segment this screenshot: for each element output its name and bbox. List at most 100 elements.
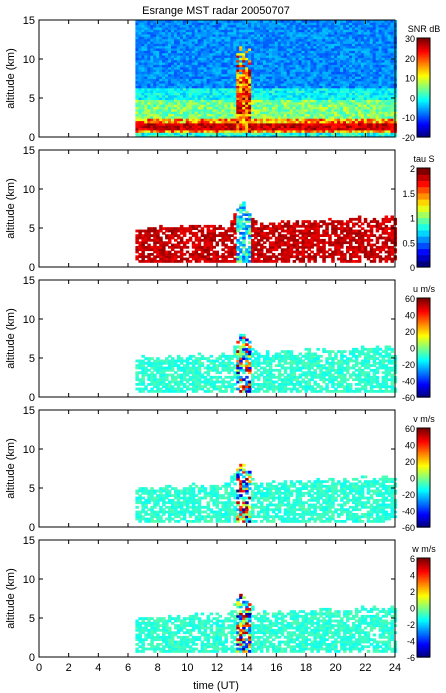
y-tick-label: 15 <box>23 15 35 27</box>
y-axis-label: altitude (km) <box>5 178 17 239</box>
y-tick-label: 10 <box>23 54 35 66</box>
x-tick-label: 4 <box>95 662 101 674</box>
y-axis-label: altitude (km) <box>5 48 17 109</box>
panel-1: 0 5 10 15 altitude (km) 30 20 10 0 -10 -20 SNR dB <box>5 15 440 144</box>
panel-2: 0 5 10 15 altitude (km) 2 1.5 1 0.5 0 tau S <box>5 145 435 274</box>
panel-4: 0 5 10 15 altitude (km) 60 40 20 0 -20 -40 -60 v m/s <box>5 405 435 534</box>
y-tick-label: 5 <box>29 483 35 495</box>
colorbar-tick-label: 20 <box>405 457 415 467</box>
colorbar-tick-label: 0 <box>410 474 415 484</box>
colorbar-frame <box>416 297 431 398</box>
colorbar-label: v m/s <box>413 414 435 424</box>
x-tick-label: 8 <box>155 662 161 674</box>
y-tick-label: 15 <box>23 405 35 417</box>
colorbar-tick-label: -20 <box>402 133 415 143</box>
chart-title: Esrange MST radar 20050707 <box>142 5 290 17</box>
colorbar-tick-label: -40 <box>402 507 415 517</box>
y-axis-label: altitude (km) <box>5 438 17 499</box>
y-tick-label: 15 <box>23 145 35 157</box>
colorbar-label: tau S <box>413 154 434 164</box>
y-tick-label: 10 <box>23 184 35 196</box>
y-tick-label: 0 <box>29 392 35 404</box>
colorbar-tick-label: -6 <box>407 653 415 663</box>
y-tick-label: 10 <box>23 444 35 456</box>
x-tick-label: 16 <box>270 662 282 674</box>
colorbar-tick-label: 4 <box>410 571 415 581</box>
colorbar-tick-label: 40 <box>405 311 415 321</box>
colorbar-tick-label: 2 <box>410 587 415 597</box>
y-axis-label: altitude (km) <box>5 568 17 629</box>
echo-field <box>135 593 397 653</box>
colorbar-tick-label: -20 <box>402 360 415 370</box>
y-tick-label: 10 <box>23 314 35 326</box>
x-tick-label: 20 <box>330 662 342 674</box>
y-tick-label: 5 <box>29 93 35 105</box>
colorbar-3: 60 40 20 0 -20 -40 -60 u m/s <box>402 284 436 403</box>
y-tick-label: 10 <box>23 574 35 586</box>
echo-field <box>135 20 397 138</box>
colorbar-tick-label: -40 <box>402 377 415 387</box>
panel-3: 0 5 10 15 altitude (km) 60 40 20 0 -20 -40 -60 u m/s <box>5 275 435 404</box>
y-tick-label: 0 <box>29 522 35 534</box>
plot-area <box>39 150 395 267</box>
colorbar-1: 30 20 10 0 -10 -20 SNR dB <box>402 24 440 143</box>
colorbar-label: u m/s <box>413 284 436 294</box>
colorbar-tick-label: 1 <box>410 214 415 224</box>
colorbar-tick-label: 20 <box>405 54 415 64</box>
colorbar-frame <box>416 167 431 268</box>
y-tick-label: 5 <box>29 353 35 365</box>
colorbar-tick-label: 0 <box>410 93 415 103</box>
x-tick-label: 6 <box>125 662 131 674</box>
colorbar-tick-label: 0 <box>410 604 415 614</box>
echo-field <box>135 201 397 263</box>
colorbar-5: 6 4 2 0 -2 -4 -6 w m/s <box>407 544 436 663</box>
y-tick-label: 5 <box>29 613 35 625</box>
echo-field <box>135 333 397 393</box>
colorbar-tick-label: 1.5 <box>402 189 415 199</box>
y-tick-label: 0 <box>29 652 35 664</box>
colorbar-label: w m/s <box>411 544 436 554</box>
echo-field <box>135 463 397 523</box>
x-tick-label: 18 <box>300 662 312 674</box>
x-tick-label: 14 <box>241 662 253 674</box>
x-tick-label: 12 <box>211 662 223 674</box>
x-tick-label: 0 <box>36 662 42 674</box>
y-tick-label: 15 <box>23 535 35 547</box>
colorbar-frame <box>416 557 431 658</box>
colorbar-tick-label: 60 <box>405 294 415 304</box>
colorbar-label: SNR dB <box>408 24 441 34</box>
x-tick-label: 22 <box>359 662 371 674</box>
x-tick-label: 24 <box>389 662 401 674</box>
colorbar-tick-label: -2 <box>407 620 415 630</box>
colorbar-tick-label: 10 <box>405 74 415 84</box>
colorbar-tick-label: 0 <box>410 263 415 273</box>
colorbar-tick-label: 0.5 <box>402 238 415 248</box>
y-tick-label: 5 <box>29 223 35 235</box>
colorbar-tick-label: -4 <box>407 637 415 647</box>
colorbar-2: 2 1.5 1 0.5 0 tau S <box>402 154 434 273</box>
y-axis-label: altitude (km) <box>5 308 17 369</box>
colorbar-tick-label: -10 <box>402 113 415 123</box>
x-tick-label: 2 <box>66 662 72 674</box>
colorbar-tick-label: -20 <box>402 490 415 500</box>
colorbar-tick-label: 20 <box>405 327 415 337</box>
colorbar-tick-label: 30 <box>405 34 415 44</box>
y-tick-label: 15 <box>23 275 35 287</box>
y-tick-label: 0 <box>29 132 35 144</box>
colorbar-tick-label: 40 <box>405 441 415 451</box>
colorbar-tick-label: 6 <box>410 554 415 564</box>
colorbar-tick-label: 2 <box>410 164 415 174</box>
colorbar-frame <box>416 37 431 138</box>
colorbar-tick-label: 0 <box>410 344 415 354</box>
colorbar-tick-label: 60 <box>405 424 415 434</box>
y-tick-label: 0 <box>29 262 35 274</box>
colorbar-tick-label: -60 <box>402 523 415 533</box>
x-tick-label: 10 <box>181 662 193 674</box>
colorbar-tick-label: -60 <box>402 393 415 403</box>
colorbar-4: 60 40 20 0 -20 -40 -60 v m/s <box>402 414 435 533</box>
x-axis-label: time (UT) <box>193 680 239 692</box>
colorbar-frame <box>416 427 431 528</box>
